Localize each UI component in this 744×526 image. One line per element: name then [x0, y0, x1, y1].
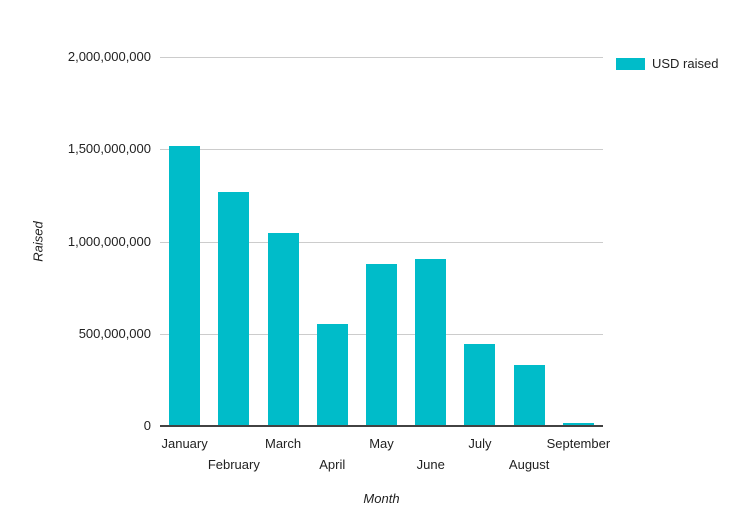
- y-tick-label: 2,000,000,000: [67, 49, 151, 64]
- y-tick-label: 500,000,000: [78, 325, 151, 341]
- bar-june: [415, 259, 447, 426]
- y-tick-label: 0: [143, 418, 151, 433]
- bar-january: [169, 145, 201, 426]
- bar-march: [267, 233, 299, 426]
- x-label-january: January: [161, 436, 208, 451]
- x-label-march: March: [264, 436, 302, 451]
- x-label-april: April: [319, 457, 346, 472]
- legend-label: USD raised: [652, 56, 719, 71]
- bar-may: [366, 263, 397, 426]
- x-label-august: August: [508, 457, 550, 472]
- x-label-september: September: [546, 436, 611, 451]
- legend-swatch: [616, 57, 645, 70]
- x-axis-title: Month: [363, 491, 400, 506]
- bar-february: [218, 191, 250, 426]
- gridline: [160, 149, 603, 151]
- bar-august: [513, 365, 545, 426]
- bar-july: [464, 343, 496, 426]
- bar-april: [316, 323, 348, 426]
- x-label-may: May: [369, 436, 394, 451]
- y-tick-label: 1,500,000,000: [67, 141, 151, 157]
- gridline: [160, 241, 603, 243]
- gridline: [160, 57, 603, 58]
- bar-september: [562, 423, 594, 426]
- legend: USD raised: [616, 56, 718, 71]
- plot-area: [160, 57, 603, 427]
- y-tick-label: 1,000,000,000: [67, 233, 151, 249]
- x-axis-line: [160, 425, 603, 427]
- x-label-february: February: [207, 457, 260, 472]
- x-label-june: June: [416, 457, 445, 472]
- x-label-july: July: [468, 436, 492, 451]
